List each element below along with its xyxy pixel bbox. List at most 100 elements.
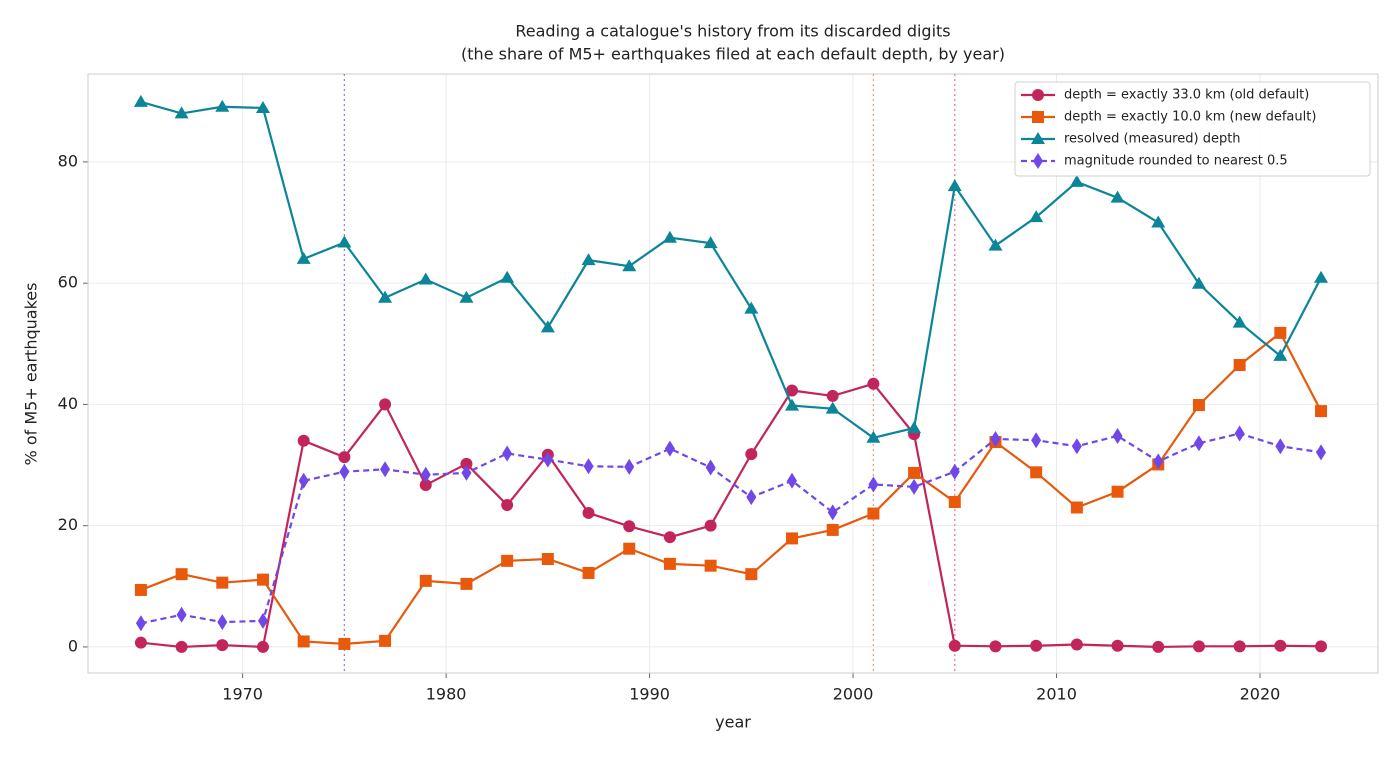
data-point [1071,438,1082,455]
data-point [1274,639,1287,652]
data-point [134,583,147,596]
x-tick-label: 2020 [1240,685,1281,704]
plot-frame [87,73,1379,674]
data-point [623,542,636,555]
y-axis-label: % of M5+ earthquakes [22,283,41,466]
legend-marker [1032,111,1044,123]
data-point [379,398,392,411]
data-point [990,430,1001,447]
data-point [662,230,677,243]
data-point [338,637,351,650]
data-point [948,496,961,509]
legend-box [1014,81,1371,177]
data-point [337,235,352,248]
data-point [216,576,229,589]
data-point [420,466,431,483]
data-point [868,476,879,493]
data-point [1275,438,1286,455]
data-point [418,272,433,285]
data-point [256,573,269,586]
chart-subtitle: (the share of M5+ earthquakes filed at e… [461,45,1005,64]
data-point [787,472,798,489]
data-point [1192,640,1205,653]
data-point [786,532,799,545]
data-point [1030,639,1043,652]
data-point [1315,640,1328,653]
data-point [296,251,311,264]
data-point [542,451,553,468]
legend-label: depth = exactly 33.0 km (old default) [1064,88,1309,103]
data-point [909,478,920,495]
y-tick-label: 20 [58,515,78,534]
data-point [1234,425,1245,442]
data-point [1031,432,1042,449]
data-point [216,639,229,652]
data-point [255,100,270,113]
data-point [1233,359,1246,372]
series-line [140,331,1323,646]
data-point [1193,435,1204,452]
x-tick-label: 1970 [222,685,263,704]
data-point [583,458,594,475]
legend-marker [1031,132,1045,144]
data-point [1112,427,1123,444]
data-point [379,634,392,647]
data-point [1192,399,1205,412]
data-point [988,238,1003,251]
data-point [256,640,269,653]
data-point [745,568,758,581]
data-point [297,635,310,648]
x-tick-label: 1980 [426,685,467,704]
data-point [1316,444,1327,461]
data-point [501,499,514,512]
data-point [419,479,432,492]
data-point [908,466,921,479]
data-point [174,106,189,119]
data-point [663,557,676,570]
legend-label: magnitude rounded to nearest 0.5 [1064,154,1288,169]
data-point [703,236,718,249]
data-point [624,458,635,475]
data-point [215,99,230,112]
data-point [1111,485,1124,498]
x-tick-label: 2000 [833,685,874,704]
data-point [459,290,474,303]
data-point [339,463,350,480]
data-point [380,461,391,478]
data-point [175,640,188,653]
data-point [1191,276,1206,289]
data-point [1151,215,1166,228]
data-point [1153,453,1164,470]
data-point [826,523,839,536]
data-point [1273,348,1288,361]
data-point [217,614,228,631]
data-point [502,445,513,462]
data-point [1314,270,1329,283]
data-point [460,457,473,470]
data-point [461,464,472,481]
data-point [1030,466,1043,479]
data-point [866,430,881,443]
data-point [582,506,595,519]
data-point [378,290,393,303]
data-point [1111,639,1124,652]
x-axis-label: year [715,713,751,732]
y-tick-label: 80 [58,151,78,170]
y-tick-label: 60 [58,273,78,292]
data-point [907,421,922,434]
data-point [460,577,473,590]
legend-marker [1033,153,1043,169]
x-tick-label: 2010 [1036,685,1077,704]
data-point [867,377,880,390]
data-point [949,463,960,480]
data-point [1232,315,1247,328]
series-line [140,382,1322,649]
data-point [704,559,717,572]
data-point [134,636,147,649]
data-point [133,94,148,107]
data-point [541,553,554,566]
data-point [338,451,351,464]
series-line [140,100,1323,439]
data-point [989,640,1002,653]
